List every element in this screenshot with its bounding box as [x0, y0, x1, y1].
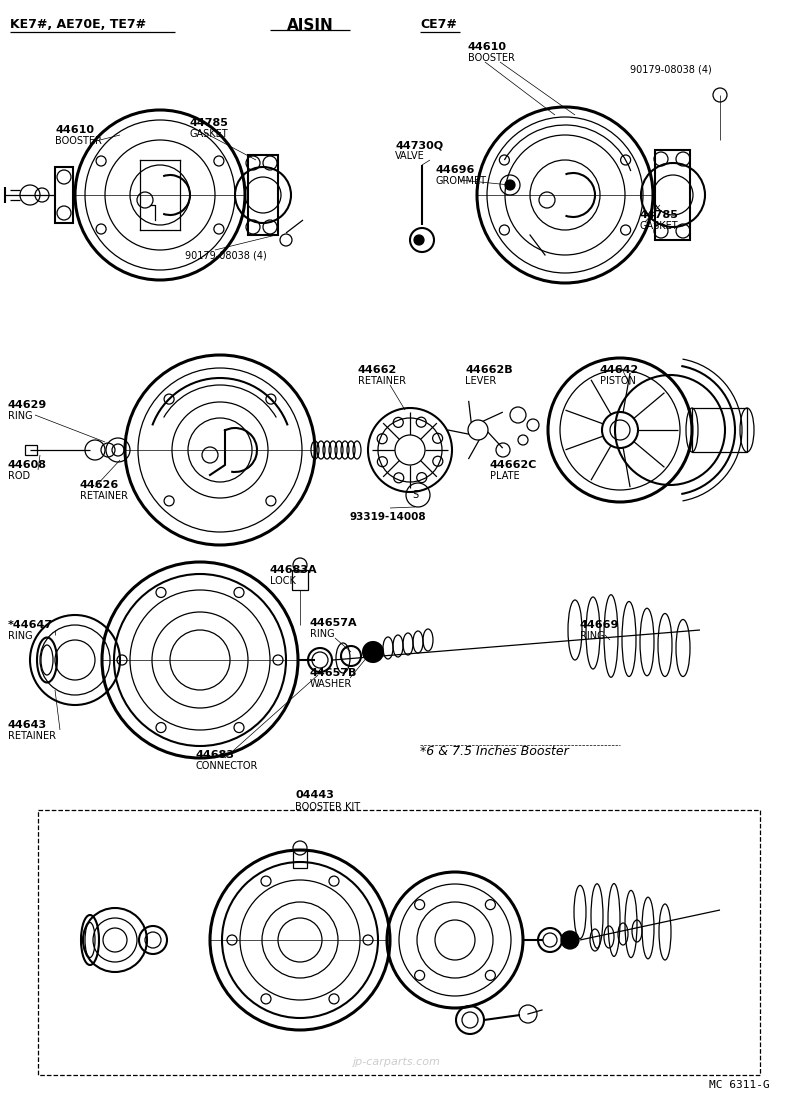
Text: 44610: 44610: [468, 42, 507, 52]
Text: BOOSTER: BOOSTER: [55, 136, 102, 146]
Text: BOOSTER: BOOSTER: [468, 53, 515, 63]
Bar: [55, 167, 73, 223]
Circle shape: [561, 931, 579, 949]
Text: 44662B: 44662B: [465, 365, 512, 376]
Text: 44608: 44608: [8, 460, 47, 470]
Text: LOCK: LOCK: [270, 576, 296, 586]
Text: ROD: ROD: [8, 471, 30, 481]
Text: VALVE: VALVE: [395, 152, 425, 161]
Text: PISTON: PISTON: [600, 376, 636, 386]
Bar: [655, 150, 690, 240]
Text: KE7#, AE70E, TE7#: KE7#, AE70E, TE7#: [10, 18, 147, 31]
Text: 44657B: 44657B: [310, 668, 357, 677]
Text: 44683: 44683: [195, 750, 234, 760]
Text: RING: RING: [310, 629, 335, 639]
Bar: [293, 850, 307, 869]
Text: 44626: 44626: [80, 480, 120, 490]
Text: GASKET: GASKET: [640, 221, 679, 231]
Text: AISIN: AISIN: [287, 18, 333, 33]
Text: 44785: 44785: [190, 117, 229, 128]
Text: 44662C: 44662C: [490, 460, 538, 470]
Text: *44647: *44647: [8, 620, 53, 630]
Text: S: S: [412, 490, 418, 500]
Text: 44730Q: 44730Q: [395, 141, 444, 150]
Text: 44696: 44696: [435, 165, 474, 175]
Text: 44643: 44643: [8, 720, 48, 730]
Text: GROMMET: GROMMET: [435, 176, 486, 186]
Text: WASHER: WASHER: [310, 679, 352, 690]
Text: 44642: 44642: [600, 365, 639, 376]
Circle shape: [505, 180, 515, 190]
Text: CONNECTOR: CONNECTOR: [195, 761, 257, 771]
Text: RETAINER: RETAINER: [358, 376, 406, 386]
Text: *6 & 7.5 Inches Booster: *6 & 7.5 Inches Booster: [420, 746, 569, 758]
Text: 44785: 44785: [640, 210, 679, 220]
Text: RING: RING: [580, 631, 604, 641]
Text: LEVER: LEVER: [465, 376, 497, 386]
Bar: [692, 408, 747, 452]
Text: 44662: 44662: [358, 365, 398, 376]
Text: RING: RING: [8, 631, 32, 641]
Text: 44683A: 44683A: [270, 565, 318, 575]
Circle shape: [468, 421, 488, 440]
Bar: [25, 445, 37, 455]
Text: 44669: 44669: [580, 620, 619, 630]
Text: jp-carparts.com: jp-carparts.com: [352, 1057, 440, 1067]
Circle shape: [363, 642, 383, 662]
Text: GASKET: GASKET: [190, 128, 229, 139]
Text: 93319-14008: 93319-14008: [350, 512, 427, 522]
Text: 44629: 44629: [8, 400, 48, 410]
Text: PLATE: PLATE: [490, 471, 520, 481]
Text: 44610: 44610: [55, 125, 94, 135]
Circle shape: [414, 235, 424, 245]
Bar: [248, 155, 278, 235]
Text: MC 6311-G: MC 6311-G: [710, 1080, 770, 1090]
Text: 90179-08038 (4): 90179-08038 (4): [185, 250, 267, 260]
Text: 04443: 04443: [295, 789, 334, 800]
Bar: [38, 810, 760, 1075]
Text: 90179-08038 (4): 90179-08038 (4): [630, 65, 712, 75]
Text: RETAINER: RETAINER: [8, 731, 56, 741]
Circle shape: [410, 228, 434, 253]
Circle shape: [395, 435, 425, 464]
Text: RING: RING: [8, 411, 32, 421]
Text: RETAINER: RETAINER: [80, 491, 128, 501]
Text: 44657A: 44657A: [310, 618, 358, 628]
Text: CE7#: CE7#: [420, 18, 457, 31]
Text: BOOSTER KIT: BOOSTER KIT: [295, 802, 360, 813]
Bar: [292, 570, 308, 590]
